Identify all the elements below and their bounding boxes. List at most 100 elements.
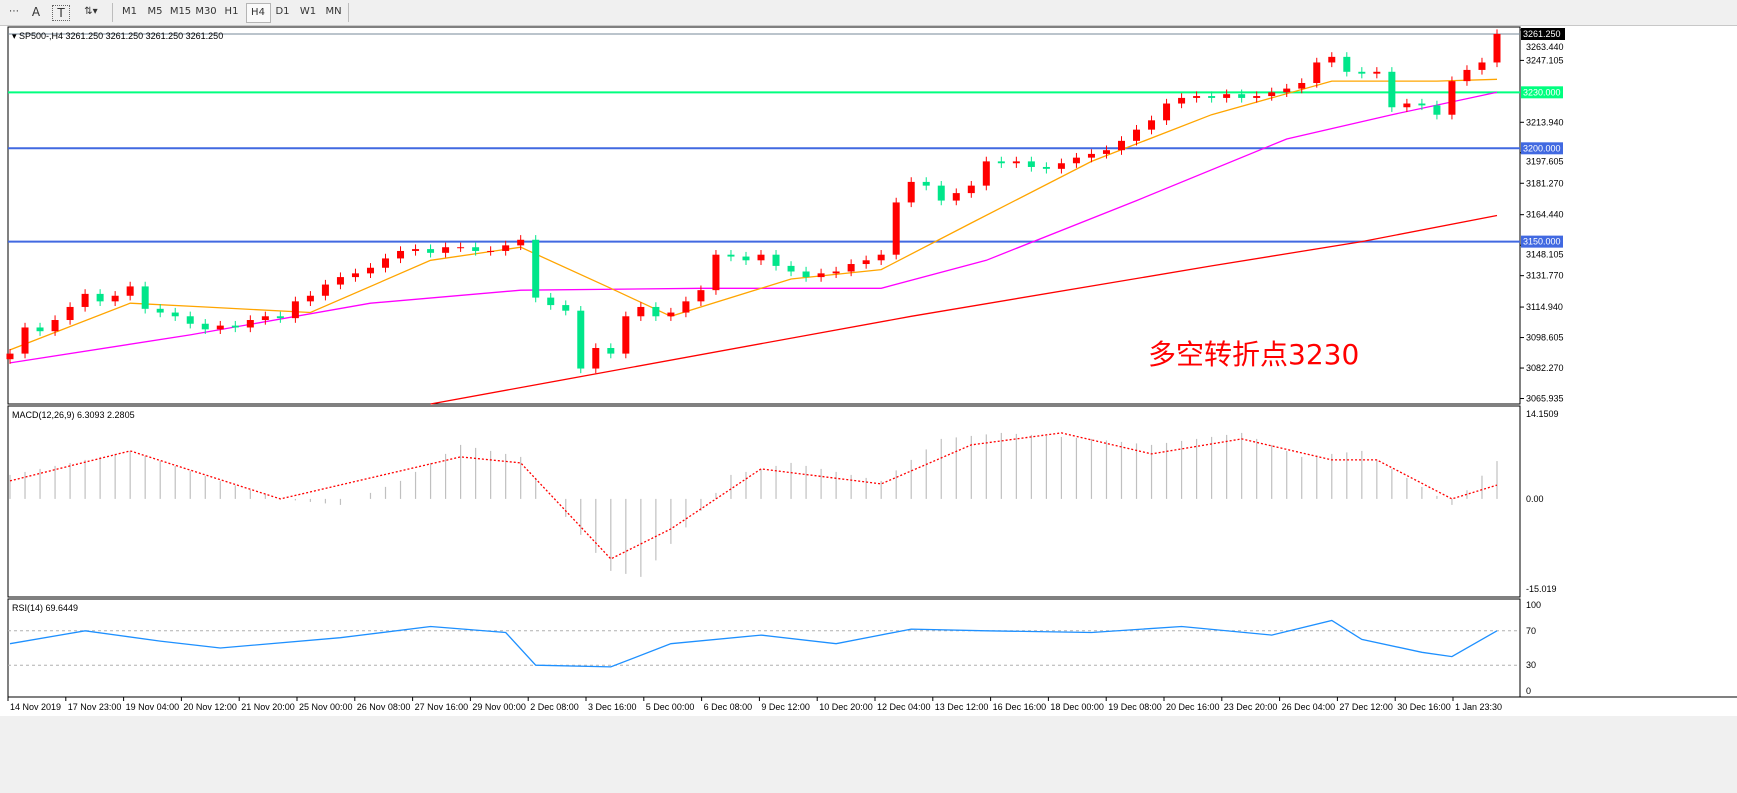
arrows-tool-icon[interactable]: ⇅▾ — [84, 6, 98, 17]
chart-window[interactable]: 3263.440 3247.105 3213.940 3197.605 3181.270… — [0, 26, 1737, 793]
candle-body — [336, 277, 344, 285]
candle-body — [862, 260, 870, 265]
timeframe-m30-button[interactable]: M30 — [195, 6, 217, 17]
candle-body — [1072, 157, 1080, 164]
price-tick-label: 3082.270 — [1526, 363, 1564, 373]
level-price-label: 3200.000 — [1523, 143, 1561, 153]
macd-tick-label: 0.00 — [1526, 494, 1544, 504]
timeframe-m1-button[interactable]: M1 — [122, 6, 137, 17]
text-label-tool-icon[interactable]: T — [52, 5, 70, 21]
macd-tick-label: -15.019 — [1526, 584, 1557, 594]
candle-body — [1178, 97, 1186, 104]
timeframe-h4-button[interactable]: H4 — [245, 3, 271, 23]
price-tick-label: 3065.935 — [1526, 394, 1564, 404]
candle-body — [321, 284, 329, 296]
candle-body — [412, 249, 420, 251]
candle-body — [81, 293, 89, 307]
candle-body — [517, 239, 525, 246]
candle-body — [1358, 71, 1366, 74]
candle-body — [111, 295, 119, 302]
candle-body — [366, 267, 374, 274]
time-tick-label: 1 Jan 23:30 — [1455, 702, 1502, 712]
candle-body — [952, 193, 960, 201]
candle-body — [1313, 62, 1321, 83]
candle-body — [231, 325, 239, 328]
price-tick-label: 3114.940 — [1526, 302, 1563, 312]
candle-body — [1283, 88, 1291, 93]
candle-body — [351, 273, 359, 278]
text-tool-icon[interactable]: A — [31, 5, 41, 19]
candle-body — [502, 245, 510, 251]
candle-body — [427, 249, 435, 253]
candle-body — [1493, 33, 1501, 63]
time-tick-label: 20 Dec 16:00 — [1166, 702, 1220, 712]
timeframe-mn-button[interactable]: MN — [325, 6, 342, 17]
candle-body — [1373, 71, 1381, 74]
candle-body — [1087, 153, 1095, 158]
periods-separator-tool-icon[interactable]: ⋯ — [9, 6, 19, 17]
level-price-tag — [1521, 142, 1563, 155]
time-tick-label: 3 Dec 16:00 — [588, 702, 637, 712]
candle-body — [397, 250, 405, 259]
candle-body — [276, 316, 284, 319]
rsi-tick-label: 70 — [1526, 626, 1536, 636]
candle-body — [216, 325, 224, 330]
candle-body — [51, 320, 59, 332]
candle-body — [261, 316, 269, 321]
price-tick-label: 3197.605 — [1526, 156, 1564, 166]
time-tick-label: 27 Dec 12:00 — [1339, 702, 1393, 712]
candle-body — [6, 353, 14, 360]
ma-mid-line — [9, 91, 1498, 364]
candle-body — [667, 312, 675, 317]
rsi-tick-label: 0 — [1526, 686, 1531, 696]
candle-body — [697, 290, 705, 302]
timeframe-w1-button[interactable]: W1 — [299, 6, 317, 17]
candle-body — [306, 295, 314, 302]
candle-body — [997, 161, 1005, 164]
toolbar: ⋯ A T ⇅▾ M1 M5 M15 M30 H1 H4 D1 W1 MN — [0, 0, 1737, 26]
time-tick-label: 29 Nov 00:00 — [472, 702, 526, 712]
candle-body — [382, 258, 390, 268]
time-tick-label: 12 Dec 04:00 — [877, 702, 931, 712]
candle-body — [727, 254, 735, 257]
time-tick-label: 30 Dec 16:00 — [1397, 702, 1451, 712]
status-area — [0, 716, 1737, 793]
candle-body — [1148, 120, 1156, 130]
rsi-label: RSI(14) 69.6449 — [12, 603, 78, 613]
ma-slow-line — [430, 214, 1498, 405]
time-tick-label: 26 Nov 08:00 — [357, 702, 411, 712]
timeframe-m5-button[interactable]: M5 — [147, 6, 163, 17]
time-tick-label: 17 Nov 23:00 — [68, 702, 122, 712]
time-tick-label: 2 Dec 08:00 — [530, 702, 579, 712]
timeframe-m15-button[interactable]: M15 — [169, 6, 192, 17]
level-price-tag — [1521, 235, 1563, 248]
candle-body — [712, 254, 720, 291]
candle-body — [1042, 166, 1050, 169]
candle-body — [141, 286, 149, 309]
candle-body — [1238, 94, 1246, 98]
candle-body — [1388, 71, 1396, 108]
candle-body — [682, 301, 690, 313]
candle-body — [96, 293, 104, 302]
candle-body — [246, 320, 254, 328]
candle-body — [982, 161, 990, 186]
candle-body — [1418, 103, 1426, 106]
time-tick-label: 10 Dec 20:00 — [819, 702, 873, 712]
level-price-label: 3150.000 — [1523, 237, 1561, 247]
candle-body — [186, 316, 194, 324]
candle-body — [832, 271, 840, 274]
price-tick-label: 3181.270 — [1526, 178, 1564, 188]
toolbar-divider — [348, 3, 349, 22]
toolbar-divider — [112, 3, 113, 22]
timeframe-d1-button[interactable]: D1 — [275, 6, 290, 17]
candle-body — [1478, 62, 1486, 70]
time-tick-label: 6 Dec 08:00 — [704, 702, 753, 712]
candle-body — [1012, 161, 1020, 164]
macd-tick-label: 14.1509 — [1526, 409, 1559, 419]
annotation-text: 多空转折点3230 — [1148, 338, 1359, 371]
candle-body — [802, 271, 810, 278]
candle-body — [1027, 161, 1035, 167]
macd-signal-line — [9, 432, 1498, 560]
timeframe-h1-button[interactable]: H1 — [224, 6, 239, 17]
candle-body — [1208, 96, 1216, 98]
